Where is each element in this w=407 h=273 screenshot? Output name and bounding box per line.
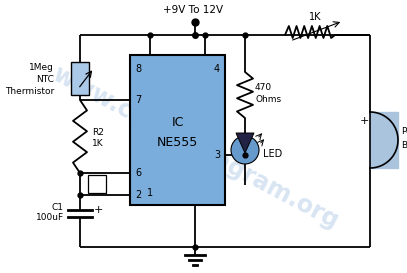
Text: 1K: 1K bbox=[309, 12, 321, 22]
Text: 3: 3 bbox=[214, 150, 220, 160]
Text: +9V To 12V: +9V To 12V bbox=[163, 5, 223, 15]
Circle shape bbox=[231, 136, 259, 164]
Text: 100uF: 100uF bbox=[36, 213, 64, 222]
Text: 8: 8 bbox=[135, 64, 141, 74]
Text: +: + bbox=[359, 116, 369, 126]
Text: 2: 2 bbox=[135, 190, 141, 200]
Text: 1K: 1K bbox=[92, 139, 104, 148]
Text: IC: IC bbox=[171, 116, 184, 129]
Text: Buzzer: Buzzer bbox=[401, 141, 407, 150]
Text: www.circuitdiagram.org: www.circuitdiagram.org bbox=[48, 62, 342, 234]
Text: +: + bbox=[94, 205, 103, 215]
Text: NE555: NE555 bbox=[157, 135, 198, 149]
Text: NTC: NTC bbox=[36, 75, 54, 84]
Polygon shape bbox=[236, 133, 254, 153]
Text: 1: 1 bbox=[147, 188, 153, 198]
Text: LED: LED bbox=[263, 149, 282, 159]
Text: 470: 470 bbox=[255, 84, 272, 93]
Text: 4: 4 bbox=[214, 64, 220, 74]
Text: Peizo: Peizo bbox=[401, 127, 407, 136]
Bar bbox=[130, 55, 225, 205]
Text: 1Meg: 1Meg bbox=[29, 63, 54, 72]
Text: C1: C1 bbox=[52, 203, 64, 212]
Text: 6: 6 bbox=[135, 168, 141, 178]
Text: Ohms: Ohms bbox=[255, 96, 281, 105]
Text: Thermistor: Thermistor bbox=[5, 87, 54, 96]
Bar bbox=[71, 62, 89, 95]
Bar bbox=[88, 175, 106, 193]
Text: 7: 7 bbox=[135, 95, 141, 105]
Text: R2: R2 bbox=[92, 128, 104, 137]
